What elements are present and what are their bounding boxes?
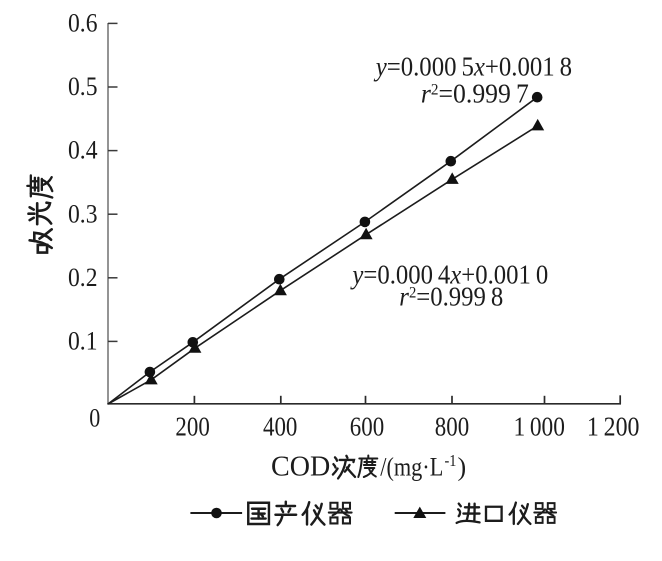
svg-text:0.1: 0.1 (68, 327, 98, 356)
svg-text:0.6: 0.6 (68, 9, 98, 38)
svg-text:0.2: 0.2 (68, 263, 98, 292)
svg-text:/(mg·L: /(mg·L (380, 453, 443, 482)
svg-text:-1: -1 (445, 451, 457, 470)
svg-text:400: 400 (263, 412, 297, 442)
svg-text:0.4: 0.4 (68, 136, 98, 165)
svg-text:y=0.000 4x+0.001 0: y=0.000 4x+0.001 0 (350, 260, 549, 290)
svg-text:r2=0.999 8: r2=0.999 8 (399, 282, 503, 312)
svg-text:r2=0.999 7: r2=0.999 7 (421, 79, 529, 109)
svg-text:1 200: 1 200 (587, 412, 640, 442)
svg-text:0.5: 0.5 (68, 72, 98, 101)
svg-text:800: 800 (435, 412, 469, 442)
svg-text:): ) (458, 453, 467, 482)
svg-text:COD: COD (271, 452, 330, 483)
svg-text:600: 600 (350, 412, 384, 442)
svg-text:200: 200 (175, 412, 209, 442)
svg-text:0.3: 0.3 (68, 199, 98, 228)
svg-text:1 000: 1 000 (514, 412, 565, 442)
svg-text:y=0.000 5x+0.001 8: y=0.000 5x+0.001 8 (373, 52, 572, 82)
svg-text:0: 0 (89, 403, 100, 432)
